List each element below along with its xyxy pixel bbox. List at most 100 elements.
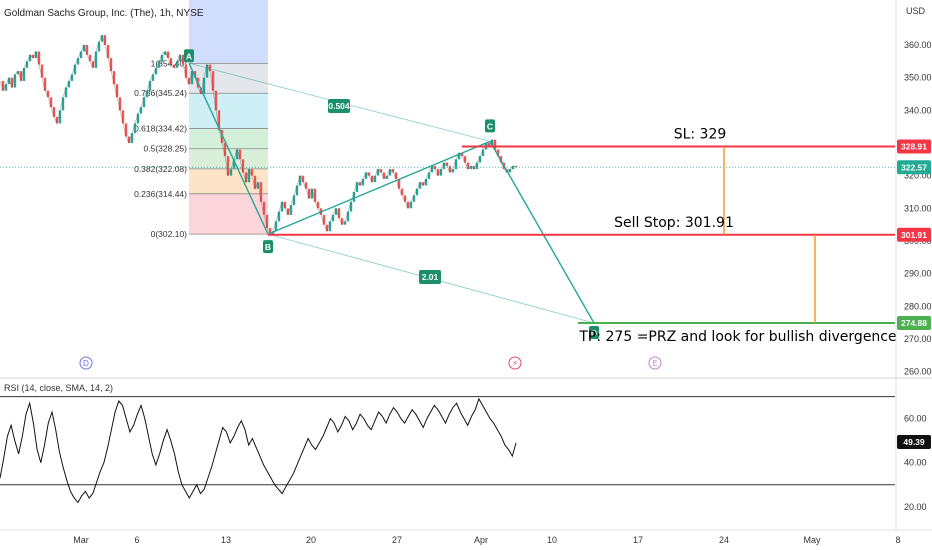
candle xyxy=(313,188,317,202)
rsi-tick-label: 40.00 xyxy=(904,458,927,468)
pattern-ratio-badge[interactable] xyxy=(328,99,350,113)
event-marker-label: D xyxy=(83,359,89,368)
price-tick-label: 290.00 xyxy=(904,269,932,279)
time-tick-label: May xyxy=(803,535,821,545)
time-tick-label: 8 xyxy=(895,535,900,545)
candle xyxy=(316,201,320,209)
fib-zone xyxy=(189,193,268,235)
candle xyxy=(382,172,386,179)
candle xyxy=(289,205,293,215)
candle xyxy=(145,90,149,98)
candle xyxy=(280,201,284,212)
candle xyxy=(85,45,89,55)
fib-level-label: 0(302.10) xyxy=(151,229,188,239)
pattern-point-label: B xyxy=(265,242,271,252)
price-tag[interactable] xyxy=(897,139,931,154)
candle xyxy=(109,58,113,72)
rsi-current-tag[interactable] xyxy=(897,435,931,450)
rsi-label: RSI (14, close, SMA, 14, 2) xyxy=(4,383,113,393)
candle xyxy=(412,195,416,202)
candle xyxy=(244,172,248,183)
candle xyxy=(91,61,95,68)
candle xyxy=(181,54,185,65)
candle xyxy=(139,107,143,114)
candle xyxy=(358,182,362,186)
candle xyxy=(226,156,230,176)
rsi-pane[interactable]: RSI (14, close, SMA, 14, 2) 20.00 40.00 60.… xyxy=(0,377,932,512)
price-tick-label: 320.00 xyxy=(904,171,932,181)
harmonic-pattern[interactable]: A B C D 0.504 2.01 xyxy=(184,49,599,339)
price-tag[interactable] xyxy=(897,227,931,242)
candle xyxy=(127,136,131,143)
candle xyxy=(169,58,173,65)
fib-zone xyxy=(189,93,268,129)
pattern-point-marker[interactable] xyxy=(263,240,273,254)
event-marker-label: E xyxy=(652,359,657,368)
pattern-leg-cd xyxy=(489,141,595,324)
level-lines[interactable] xyxy=(0,145,895,325)
time-tick-label: 27 xyxy=(392,535,402,545)
candle xyxy=(43,77,47,91)
pattern-point-marker[interactable] xyxy=(184,49,194,63)
candle xyxy=(184,64,188,78)
pattern-ratio-badge[interactable] xyxy=(419,270,441,284)
candle xyxy=(19,71,23,81)
candle xyxy=(349,201,353,212)
candle xyxy=(460,152,464,157)
candle xyxy=(307,188,311,199)
candle xyxy=(298,175,302,186)
candle xyxy=(130,133,134,143)
time-axis[interactable]: Mar 6 13 20 27 Apr 10 17 24 May 8 xyxy=(0,529,932,545)
fibonacci-retracement[interactable]: 1(354.40) 0.786(345.24) 0.618(334.42) 0.5(3… xyxy=(134,58,268,239)
candle xyxy=(187,77,191,85)
date-range-highlight xyxy=(189,0,268,63)
candle xyxy=(424,178,428,186)
candle xyxy=(205,64,209,78)
event-marker[interactable] xyxy=(508,356,522,370)
rsi-line xyxy=(0,397,517,504)
event-marker[interactable] xyxy=(79,356,93,370)
candle xyxy=(292,195,296,206)
rsi-tick-label: 20.00 xyxy=(904,502,927,512)
price-tick-label: 350.00 xyxy=(904,73,932,83)
candle xyxy=(439,169,443,176)
candle xyxy=(265,214,269,228)
candle xyxy=(61,97,65,111)
candle xyxy=(340,218,344,225)
fib-level-label: 1(354.40) xyxy=(151,58,188,68)
candle xyxy=(40,64,44,78)
candle xyxy=(256,182,260,189)
candle xyxy=(442,162,446,170)
price-tag[interactable] xyxy=(897,160,931,175)
candle xyxy=(46,90,50,98)
candle xyxy=(106,45,110,59)
candle xyxy=(283,201,287,209)
candle xyxy=(157,61,161,68)
price-axis[interactable]: USD260.00270.00280.00290.00300.00310.003… xyxy=(895,0,932,530)
candle xyxy=(364,172,368,179)
candle xyxy=(247,169,251,183)
fib-level-label: 0.618(334.42) xyxy=(134,124,187,134)
candle xyxy=(88,54,92,62)
candle xyxy=(154,67,158,75)
candle xyxy=(202,77,206,94)
candle xyxy=(193,71,197,78)
candle xyxy=(508,169,512,173)
candle xyxy=(136,113,140,124)
candle xyxy=(148,80,152,91)
pattern-point-marker[interactable] xyxy=(485,119,495,133)
candle xyxy=(385,175,389,179)
candle xyxy=(406,201,410,209)
pattern-point-marker[interactable] xyxy=(589,325,599,339)
candle xyxy=(301,175,305,183)
price-tag[interactable] xyxy=(897,316,931,331)
candle xyxy=(70,74,74,81)
candle xyxy=(367,172,371,176)
candle xyxy=(436,169,440,176)
event-marker[interactable] xyxy=(648,356,662,370)
candle xyxy=(376,169,380,176)
candle xyxy=(427,172,431,179)
candle xyxy=(232,159,236,170)
candle xyxy=(328,221,332,232)
